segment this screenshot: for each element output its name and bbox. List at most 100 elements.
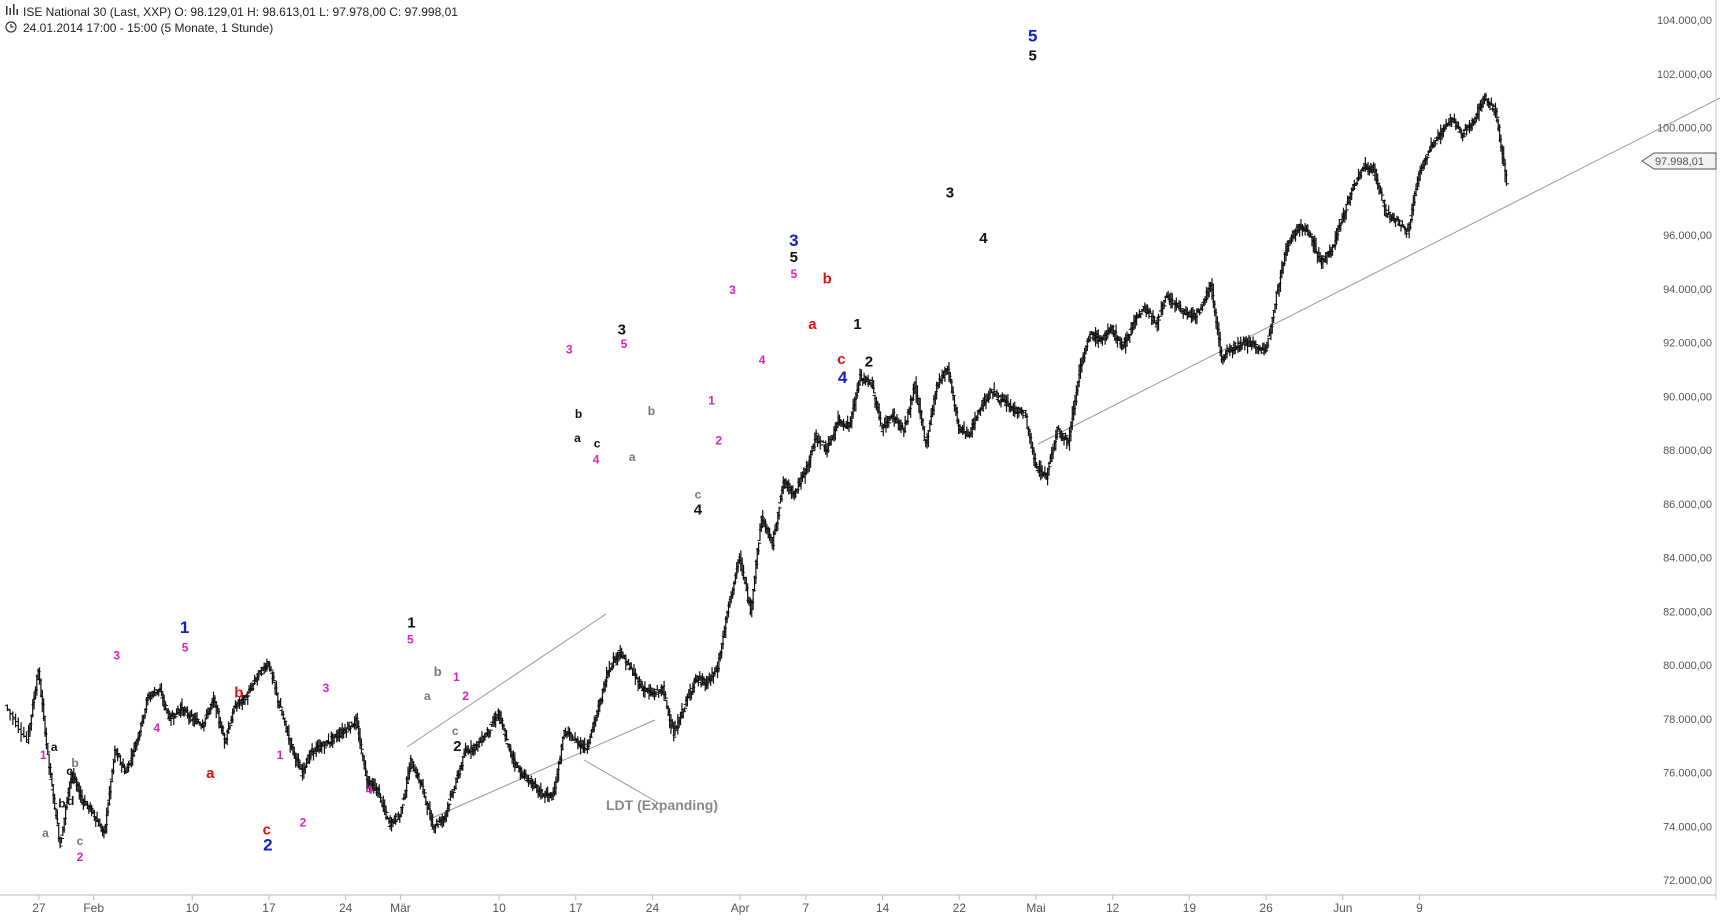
y-tick-label: 82.000,00 — [1663, 606, 1712, 618]
time-axis: 27 Feb 10 17 24 Mär 10 17 24 Apr 7 14 22 Mai 12 19 26 Jun… — [0, 894, 1716, 915]
price-axis: 72.000,00 74.000,00 76.000,00 78.000,00 80.0… — [1657, 0, 1717, 900]
ohlc-bar — [435, 823, 441, 829]
ohlc-bar — [450, 790, 456, 799]
ohlc-bar — [756, 542, 762, 555]
ohlc-bar — [720, 630, 726, 650]
ohlc-bar — [1488, 97, 1494, 106]
wave-label: a — [424, 689, 431, 703]
timeframe-line: 24.01.2014 17:00 - 15:00 (5 Monate, 1 St… — [23, 21, 273, 35]
wave-label: c — [66, 764, 73, 778]
ohlc-bar — [268, 665, 274, 672]
ohlc-bar — [18, 722, 24, 742]
ohlc-bar — [1099, 336, 1105, 346]
x-tick-label: 24 — [339, 901, 353, 915]
y-tick-label: 102.000,00 — [1657, 69, 1712, 81]
ohlc-bar — [487, 729, 493, 738]
ohlc-bar — [867, 379, 873, 386]
ohlc-bar — [776, 506, 782, 520]
y-tick-label: 86.000,00 — [1663, 499, 1712, 511]
ohlc-bar — [894, 414, 900, 424]
ohlc-bar — [662, 691, 668, 700]
ohlc-bar — [1060, 432, 1066, 441]
ohlc-bar — [343, 728, 349, 739]
wave-label: 2 — [300, 815, 307, 829]
ohlc-bar — [558, 743, 564, 764]
wave-label: a — [574, 431, 581, 445]
ohlc-bar — [927, 420, 933, 432]
wave-label: 3 — [946, 184, 954, 201]
wave-label: 4 — [979, 230, 988, 247]
chart-header: ISE National 30 (Last, XXP) O: 98.129,01… — [5, 4, 458, 35]
clock-icon — [5, 21, 17, 33]
ldt-label: LDT (Expanding) — [606, 797, 718, 813]
ohlc-bar — [921, 427, 927, 441]
ohlc-bar — [671, 721, 677, 742]
ldt-pointer-line — [583, 759, 663, 806]
y-tick-label: 90.000,00 — [1663, 391, 1712, 403]
ohlc-bar — [489, 723, 495, 727]
wave-label: 3 — [113, 649, 120, 663]
ldt-upper-line — [406, 613, 607, 748]
wave-label: a — [629, 450, 636, 464]
wave-label: 1 — [853, 316, 861, 333]
wave-label: b — [434, 664, 442, 679]
ohlc-bar — [1432, 140, 1438, 147]
wave-label: b — [648, 404, 655, 418]
ohlc-bar — [371, 778, 377, 794]
ohlc-bar — [394, 819, 400, 823]
x-tick-label: Apr — [731, 901, 750, 915]
x-tick-label: Feb — [83, 901, 104, 915]
ohlc-bar — [271, 671, 277, 682]
wave-label: 1 — [40, 748, 47, 762]
wave-label: 2 — [263, 835, 272, 854]
x-tick-label: 9 — [1416, 901, 1423, 915]
ohlc-bar — [1114, 335, 1120, 348]
ohlc-bar — [321, 741, 327, 755]
bar-chart-icon — [6, 4, 18, 15]
ohlc-bar — [878, 411, 884, 426]
wave-label: 3 — [618, 321, 626, 338]
ohlc-bar — [682, 707, 688, 713]
wave-label: 1 — [277, 748, 284, 762]
x-tick-label: 12 — [1106, 901, 1120, 915]
ohlc-bar — [1335, 224, 1341, 241]
price-bars — [4, 92, 1509, 849]
ohlc-bar — [1464, 124, 1470, 136]
ohlc-bar — [809, 446, 815, 456]
main-trendline — [1037, 97, 1720, 445]
ohlc-bar — [687, 683, 693, 701]
ohlc-bar — [1138, 312, 1144, 319]
wave-label: 4 — [838, 368, 848, 387]
ohlc-bar — [653, 690, 659, 698]
ohlc-bar — [378, 792, 384, 803]
y-tick-label: 104.000,00 — [1657, 15, 1712, 27]
ohlc-bar — [1235, 336, 1241, 354]
ohlc-bar — [112, 745, 118, 764]
y-tick-label: 72.000,00 — [1663, 875, 1712, 887]
ohlc-bar — [1161, 300, 1167, 310]
trendlines — [406, 97, 1720, 819]
wave-label: 3 — [789, 231, 798, 250]
y-tick-label: 80.000,00 — [1663, 660, 1712, 672]
y-tick-label: 100.000,00 — [1657, 123, 1712, 135]
ohlc-bar — [187, 710, 193, 724]
ohlc-bar — [1151, 315, 1157, 324]
wave-label: 1 — [708, 393, 715, 407]
wave-label: 1 — [453, 670, 460, 684]
ohlc-bar — [400, 804, 406, 814]
ohlc-bar — [1343, 204, 1349, 220]
last-price-label: 97.998,01 — [1655, 156, 1704, 168]
wave-label: 4 — [759, 353, 766, 367]
ohlc-bar — [606, 660, 612, 678]
ohlc-bar — [258, 666, 264, 677]
ohlc-bar — [4, 704, 10, 712]
wave-label: b — [234, 684, 243, 701]
x-tick-label: 7 — [803, 901, 810, 915]
wave-label: 4 — [153, 721, 160, 735]
wave-label: 1 — [180, 618, 189, 637]
wave-label: c — [695, 487, 702, 501]
ohlc-bar — [13, 713, 19, 728]
wave-label: c — [837, 351, 845, 368]
y-tick-label: 94.000,00 — [1663, 284, 1712, 296]
